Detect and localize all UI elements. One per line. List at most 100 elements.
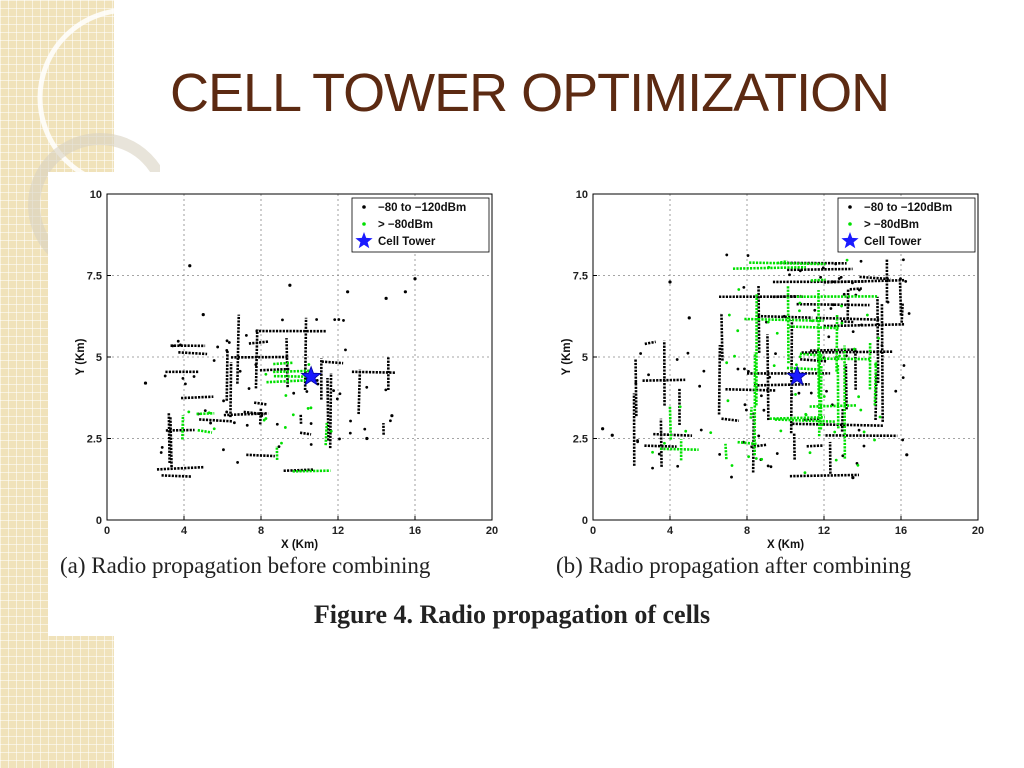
- signal-point: [349, 419, 352, 423]
- signal-point: [862, 430, 866, 434]
- signal-point: [902, 364, 906, 367]
- signal-point: [305, 390, 309, 393]
- x-tick-label: 16: [895, 525, 907, 537]
- signal-point: [851, 476, 855, 480]
- signal-track: [898, 282, 903, 316]
- weak-signal-series: [601, 253, 911, 480]
- signal-point: [225, 339, 229, 343]
- signal-track: [328, 373, 333, 449]
- signal-track: [303, 317, 308, 391]
- signal-point: [837, 277, 841, 280]
- signal-track: [800, 357, 828, 363]
- signal-point: [337, 318, 341, 321]
- signal-point: [772, 364, 776, 368]
- y-axis-label: Y (Km): [75, 338, 87, 375]
- signal-point: [838, 354, 841, 358]
- signal-point: [236, 461, 239, 464]
- legend-marker: [362, 222, 366, 226]
- signal-point: [238, 369, 242, 373]
- legend-label: Cell Tower: [864, 236, 922, 248]
- signal-point: [657, 452, 661, 456]
- signal-track: [223, 412, 269, 417]
- signal-point: [245, 423, 249, 427]
- signal-point: [332, 389, 336, 392]
- signal-point: [176, 339, 180, 343]
- x-tick-label: 8: [258, 525, 264, 537]
- signal-point: [747, 370, 750, 373]
- legend-marker: [848, 222, 852, 226]
- signal-point: [840, 321, 844, 325]
- signal-point: [281, 318, 284, 322]
- signal-point: [247, 387, 251, 390]
- signal-track: [732, 265, 806, 270]
- signal-point: [842, 292, 846, 296]
- legend-marker: [848, 205, 852, 209]
- signal-point: [225, 349, 229, 352]
- signal-track: [259, 367, 290, 372]
- signal-point: [639, 352, 643, 355]
- signal-point: [280, 441, 283, 445]
- signal-point: [798, 309, 801, 313]
- signal-point: [820, 423, 824, 427]
- signal-point: [687, 316, 691, 320]
- signal-track: [757, 285, 761, 353]
- signal-point: [227, 341, 231, 344]
- signal-point: [797, 391, 801, 395]
- legend-label: > −80dBm: [864, 219, 919, 231]
- y-tick-label: 2.5: [573, 434, 588, 446]
- signal-track: [806, 444, 824, 448]
- signal-point: [808, 451, 812, 455]
- signal-point: [187, 410, 191, 414]
- signal-track: [246, 453, 275, 458]
- signal-track: [810, 278, 826, 282]
- chart-legend: −80 to −120dBm > −80dBm Cell Tower: [837, 197, 976, 253]
- signal-point: [159, 451, 163, 454]
- signal-point: [851, 330, 855, 334]
- signal-point: [232, 421, 236, 425]
- signal-point: [346, 290, 350, 294]
- signal-point: [254, 363, 258, 367]
- signal-track: [744, 317, 824, 323]
- signal-point: [775, 452, 779, 455]
- signal-point: [288, 283, 292, 287]
- signal-point: [754, 457, 758, 460]
- signal-track: [724, 443, 728, 460]
- signal-point: [775, 331, 779, 335]
- signal-point: [862, 444, 866, 448]
- signal-track: [644, 444, 677, 448]
- signal-track: [292, 469, 331, 473]
- signal-point: [181, 377, 185, 380]
- legend-label: −80 to −120dBm: [378, 202, 466, 214]
- signal-point: [878, 415, 882, 419]
- signal-track: [225, 350, 229, 401]
- legend-marker: [355, 232, 373, 249]
- strong-signal-series: [651, 258, 882, 475]
- signal-point: [907, 312, 911, 315]
- signal-point: [686, 351, 690, 355]
- signal-point: [865, 313, 869, 317]
- signal-track: [326, 378, 330, 441]
- signal-point: [698, 384, 702, 388]
- signal-point: [338, 437, 341, 441]
- signal-point: [348, 431, 352, 435]
- y-axis-label: Y (Km): [561, 338, 573, 375]
- signal-point: [774, 352, 777, 356]
- signal-track: [720, 312, 724, 361]
- signal-point: [309, 422, 313, 425]
- signal-point: [821, 266, 825, 270]
- signal-point: [788, 273, 791, 277]
- signal-track: [809, 348, 857, 352]
- plot-frame: [592, 193, 979, 521]
- signal-point: [291, 413, 295, 417]
- signal-point: [315, 379, 319, 382]
- signal-point: [601, 427, 605, 431]
- scatter-chart-before: 0 4 8 12 16 20 0 2.5 5 7.5 10 −80 to −120dBm > −80dB…: [75, 189, 498, 551]
- signal-point: [737, 288, 741, 291]
- signal-point: [873, 438, 876, 442]
- signal-point: [794, 393, 797, 396]
- legend-box: [351, 197, 490, 253]
- signal-point: [757, 434, 761, 438]
- x-tick-label: 12: [818, 525, 830, 537]
- signal-point: [790, 393, 794, 396]
- signal-track: [169, 416, 173, 468]
